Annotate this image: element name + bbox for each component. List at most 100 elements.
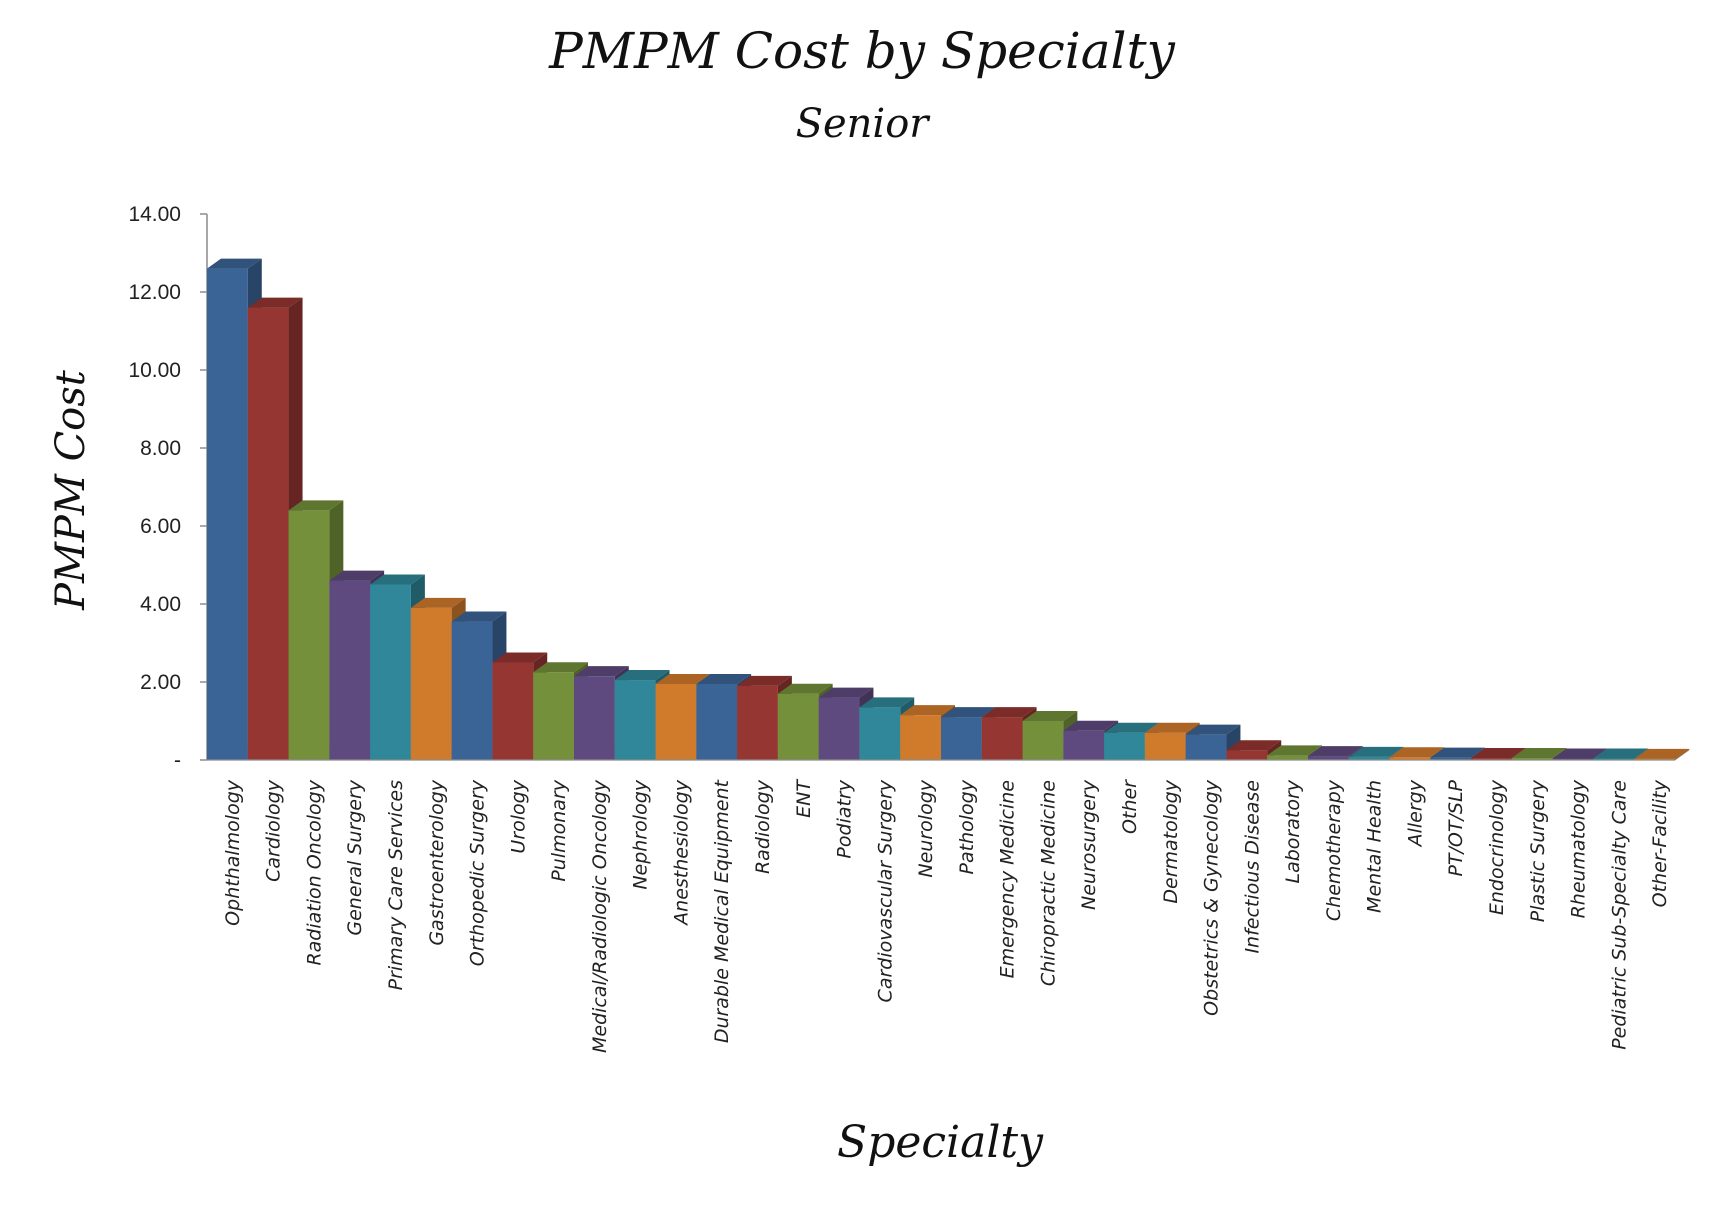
x-category-label: Urology	[507, 779, 529, 853]
bar	[981, 717, 1023, 760]
y-tick-label: 4.00	[140, 593, 181, 616]
x-category-label: Radiation Oncology	[303, 779, 325, 965]
x-category-label: Chemotherapy	[1323, 779, 1345, 921]
x-category-label: Endocrinology	[1486, 779, 1508, 915]
x-category-label: Chiropractic Medicine	[1037, 780, 1059, 986]
bar	[533, 672, 574, 760]
bar-top	[1634, 748, 1689, 759]
bar-top	[410, 597, 466, 608]
bar-top	[737, 675, 792, 686]
bar	[941, 717, 982, 760]
x-category-label: ENT	[793, 779, 815, 818]
y-tick-label: 2.00	[140, 671, 181, 694]
bar	[207, 268, 248, 760]
bar-top	[533, 662, 588, 673]
bar-side	[1675, 748, 1689, 760]
plot-area: - 2.00 4.00 6.00 8.00 10.00 12.00 14.00 Ophthalm…	[128, 203, 1691, 1053]
bar	[818, 697, 860, 760]
bar	[1267, 755, 1308, 760]
bar	[1185, 734, 1227, 760]
bar	[329, 580, 371, 760]
bar	[451, 621, 493, 760]
bar-top	[1389, 747, 1445, 758]
x-category-label: Pathology	[956, 779, 978, 874]
bar-top	[207, 258, 262, 269]
x-category-label: Other	[1119, 779, 1141, 834]
bar-top	[818, 687, 874, 698]
y-tick-label: -	[174, 749, 181, 772]
y-tick-label: 6.00	[140, 515, 181, 538]
x-category-label: Neurology	[915, 779, 937, 877]
x-category-label: Nephrology	[630, 779, 652, 889]
bar-top	[1267, 745, 1322, 756]
bar-top	[941, 707, 996, 718]
x-category-label: PT/OT/SLP	[1445, 779, 1467, 876]
x-axis-label: Specialty	[837, 1117, 1044, 1168]
bar	[1063, 730, 1105, 760]
bar	[370, 584, 411, 760]
x-category-label: Gastroenterology	[426, 779, 448, 945]
chart-title: PMPM Cost by Specialty	[548, 22, 1175, 80]
bar	[1308, 756, 1349, 760]
bar-top	[1185, 724, 1241, 735]
bar-top	[1552, 748, 1608, 759]
bar	[1552, 758, 1594, 760]
bar-top	[574, 666, 629, 677]
bar	[247, 307, 289, 760]
bar-top	[655, 673, 711, 684]
bar-top	[1226, 740, 1282, 751]
x-category-label: Mental Health	[1364, 780, 1386, 913]
bar	[777, 693, 819, 760]
bar-top	[981, 707, 1037, 718]
bar-top	[492, 652, 548, 663]
x-category-label: Neurosurgery	[1078, 779, 1100, 910]
x-category-label: Pediatric Sub-Specialty Care	[1608, 780, 1630, 1050]
bar	[696, 683, 738, 760]
bar-top	[1430, 747, 1486, 758]
x-category-label: Orthopedic Surgery	[467, 779, 489, 966]
x-category-label: Anesthesiology	[670, 779, 692, 927]
x-category-label: Rheumatology	[1568, 779, 1590, 918]
bar	[288, 510, 330, 760]
x-category-label: Laboratory	[1282, 779, 1304, 883]
x-category-label: Primary Care Services	[385, 780, 407, 990]
bar	[900, 715, 941, 760]
y-tick-label: 10.00	[128, 359, 181, 382]
x-category-label: Radiology	[752, 779, 774, 874]
y-tick-label: 14.00	[128, 203, 181, 226]
bar	[1104, 732, 1145, 760]
bar	[574, 676, 615, 760]
bar	[1144, 732, 1186, 760]
x-category-label: Infectious Disease	[1241, 780, 1263, 954]
bar-top	[1511, 748, 1567, 759]
bar	[859, 707, 901, 760]
x-category-label: Plastic Surgery	[1527, 779, 1549, 922]
x-category-label: Durable Medical Equipment	[711, 778, 733, 1043]
bar-top	[288, 500, 344, 511]
y-axis-label: PMPM Cost	[48, 369, 94, 611]
bar-top	[859, 697, 915, 708]
bar-top	[614, 670, 670, 681]
bar	[1348, 756, 1390, 760]
x-category-label: Other-Facility	[1649, 779, 1671, 907]
x-category-label: Dermatology	[1160, 779, 1182, 903]
bar-top	[1063, 720, 1119, 731]
x-category-label: Ophthalmology	[222, 779, 244, 926]
bar-top	[1471, 748, 1526, 759]
bar-top	[1593, 748, 1649, 759]
x-category-label: Cardiovascular Surgery	[874, 779, 896, 1002]
x-category-label: General Surgery	[344, 779, 366, 935]
x-category-label: Podiatry	[834, 779, 856, 858]
bar	[1471, 758, 1512, 760]
bar	[1226, 750, 1268, 760]
bar-top	[900, 705, 955, 716]
bar-top	[1144, 722, 1200, 733]
bar	[1593, 758, 1635, 760]
x-category-label: Obstetrics & Gynecology	[1201, 779, 1223, 1016]
bar	[1511, 758, 1553, 760]
bar-top	[777, 683, 833, 694]
bar	[1022, 721, 1064, 760]
x-category-label: Cardiology	[263, 779, 285, 882]
x-category-label: Pulmonary	[548, 779, 570, 881]
